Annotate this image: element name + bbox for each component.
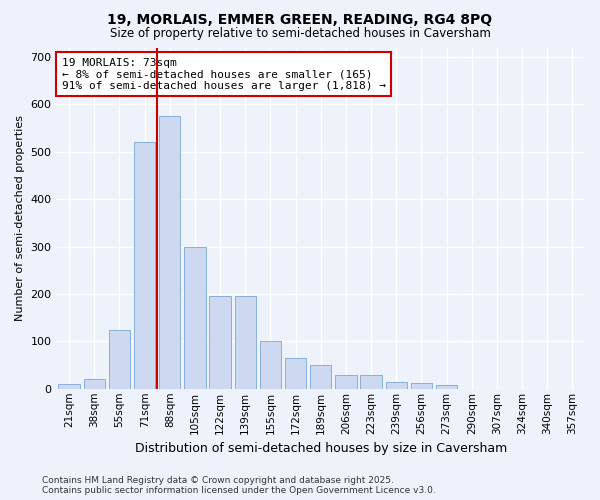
Bar bbox=[386, 382, 407, 389]
X-axis label: Distribution of semi-detached houses by size in Caversham: Distribution of semi-detached houses by … bbox=[134, 442, 507, 455]
Text: 19, MORLAIS, EMMER GREEN, READING, RG4 8PQ: 19, MORLAIS, EMMER GREEN, READING, RG4 8… bbox=[107, 12, 493, 26]
Bar bbox=[310, 365, 331, 389]
Y-axis label: Number of semi-detached properties: Number of semi-detached properties bbox=[15, 115, 25, 321]
Bar bbox=[235, 296, 256, 389]
Text: 19 MORLAIS: 73sqm
← 8% of semi-detached houses are smaller (165)
91% of semi-det: 19 MORLAIS: 73sqm ← 8% of semi-detached … bbox=[62, 58, 386, 91]
Bar bbox=[109, 330, 130, 389]
Bar bbox=[361, 374, 382, 389]
Bar bbox=[285, 358, 307, 389]
Bar bbox=[436, 385, 457, 389]
Bar bbox=[159, 116, 181, 389]
Bar bbox=[184, 246, 206, 389]
Bar bbox=[411, 382, 432, 389]
Bar bbox=[209, 296, 231, 389]
Bar bbox=[58, 384, 80, 389]
Text: Size of property relative to semi-detached houses in Caversham: Size of property relative to semi-detach… bbox=[110, 28, 490, 40]
Bar bbox=[260, 342, 281, 389]
Bar bbox=[83, 380, 105, 389]
Text: Contains HM Land Registry data © Crown copyright and database right 2025.
Contai: Contains HM Land Registry data © Crown c… bbox=[42, 476, 436, 495]
Bar bbox=[335, 374, 356, 389]
Bar bbox=[134, 142, 155, 389]
